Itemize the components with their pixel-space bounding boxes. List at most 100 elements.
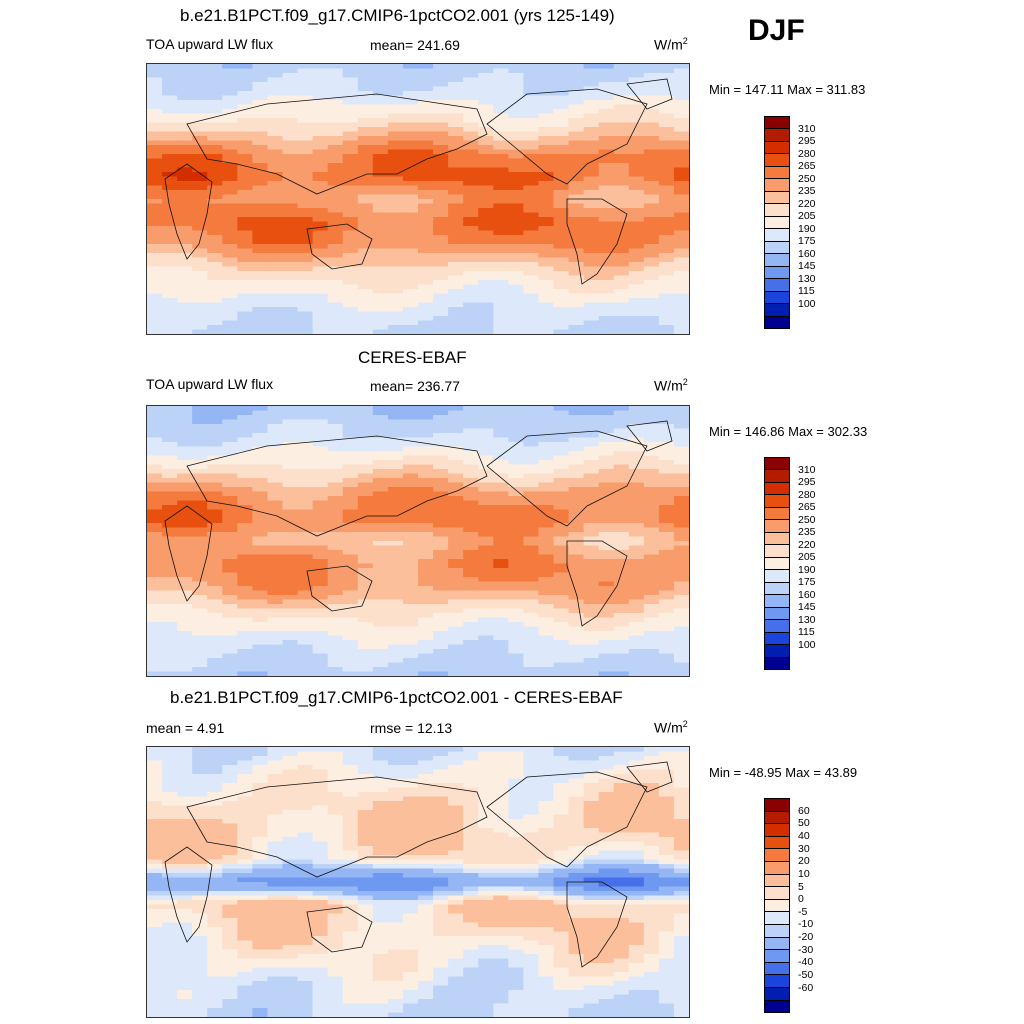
field-cell	[433, 68, 449, 74]
field-cell	[327, 203, 344, 209]
field-cell	[327, 424, 344, 430]
field-cell	[508, 801, 524, 807]
field-cell	[162, 442, 178, 448]
field-cell	[357, 769, 374, 775]
field-cell	[297, 208, 314, 214]
field-cell	[342, 410, 359, 416]
field-cell	[267, 190, 284, 196]
field-cell	[387, 536, 404, 542]
field-cell	[267, 568, 284, 574]
field-cell	[643, 778, 660, 784]
field-cell	[252, 814, 269, 820]
field-cell	[207, 518, 223, 524]
field-cell	[192, 622, 208, 628]
field-cell	[402, 185, 419, 191]
field-cell	[192, 230, 208, 236]
field-cell	[402, 751, 419, 757]
field-cell	[252, 176, 269, 182]
field-cell	[478, 284, 494, 290]
field-cell	[478, 316, 494, 322]
field-cell	[628, 266, 645, 272]
field-cell	[658, 154, 675, 160]
field-cell	[628, 590, 645, 596]
field-cell	[508, 545, 524, 551]
field-cell	[658, 158, 675, 164]
field-cell	[493, 320, 509, 326]
field-cell	[162, 631, 178, 637]
field-cell	[312, 73, 329, 79]
field-cell	[357, 415, 374, 421]
field-cell	[478, 181, 494, 187]
field-cell	[192, 590, 208, 596]
field-cell	[508, 810, 524, 816]
field-cell	[433, 113, 449, 119]
field-cell	[583, 406, 600, 412]
field-cell	[297, 289, 314, 295]
field-cell	[493, 262, 509, 268]
field-cell	[658, 325, 675, 331]
field-cell	[237, 181, 253, 187]
field-cell	[673, 199, 689, 205]
field-cell	[327, 410, 344, 416]
field-cell	[598, 532, 615, 538]
field-cell	[357, 608, 374, 614]
field-cell	[523, 113, 540, 119]
field-cell	[433, 595, 449, 601]
field-cell	[327, 644, 344, 650]
field-cell	[643, 760, 660, 766]
field-cell	[673, 550, 689, 556]
field-cell	[433, 509, 449, 515]
field-cell	[508, 185, 524, 191]
field-cell	[372, 149, 389, 155]
field-cell	[237, 760, 253, 766]
field-cell	[357, 113, 374, 119]
field-cell	[418, 622, 434, 628]
field-cell	[628, 455, 645, 461]
coast-greenland	[626, 420, 673, 452]
field-cell	[192, 572, 208, 578]
field-cell	[433, 127, 449, 133]
field-cell	[613, 253, 630, 259]
field-cell	[402, 424, 419, 430]
field-cell	[177, 257, 193, 263]
field-cell	[508, 814, 524, 820]
field-cell	[252, 518, 269, 524]
field-cell	[387, 577, 404, 583]
field-cell	[177, 805, 193, 811]
field-cell	[342, 275, 359, 281]
field-cell	[643, 302, 660, 308]
field-cell	[327, 82, 344, 88]
field-cell	[628, 95, 645, 101]
field-cell	[658, 491, 675, 497]
field-cell	[237, 653, 253, 659]
field-cell	[523, 581, 540, 587]
field-cell	[237, 577, 253, 583]
field-cell	[177, 113, 193, 119]
field-cell	[658, 428, 675, 434]
field-cell	[372, 113, 389, 119]
field-cell	[478, 221, 494, 227]
field-cell	[658, 293, 675, 299]
field-cell	[402, 149, 419, 155]
field-cell	[643, 769, 660, 775]
field-cell	[312, 109, 329, 115]
field-cell	[147, 149, 163, 155]
field-cell	[192, 176, 208, 182]
field-cell	[267, 810, 284, 816]
field-cell	[418, 136, 434, 142]
field-cell	[297, 496, 314, 502]
field-cell	[207, 433, 223, 439]
field-cell	[297, 649, 314, 655]
field-cell	[327, 131, 344, 137]
field-cell	[237, 221, 253, 227]
field-cell	[568, 559, 585, 565]
field-cell	[237, 617, 253, 623]
field-cell	[583, 217, 600, 223]
field-cell	[192, 104, 208, 110]
field-cell	[538, 455, 555, 461]
field-cell	[643, 473, 660, 479]
field-cell	[282, 747, 299, 753]
field-cell	[478, 149, 494, 155]
field-cell	[222, 478, 238, 484]
field-cell	[252, 747, 269, 753]
